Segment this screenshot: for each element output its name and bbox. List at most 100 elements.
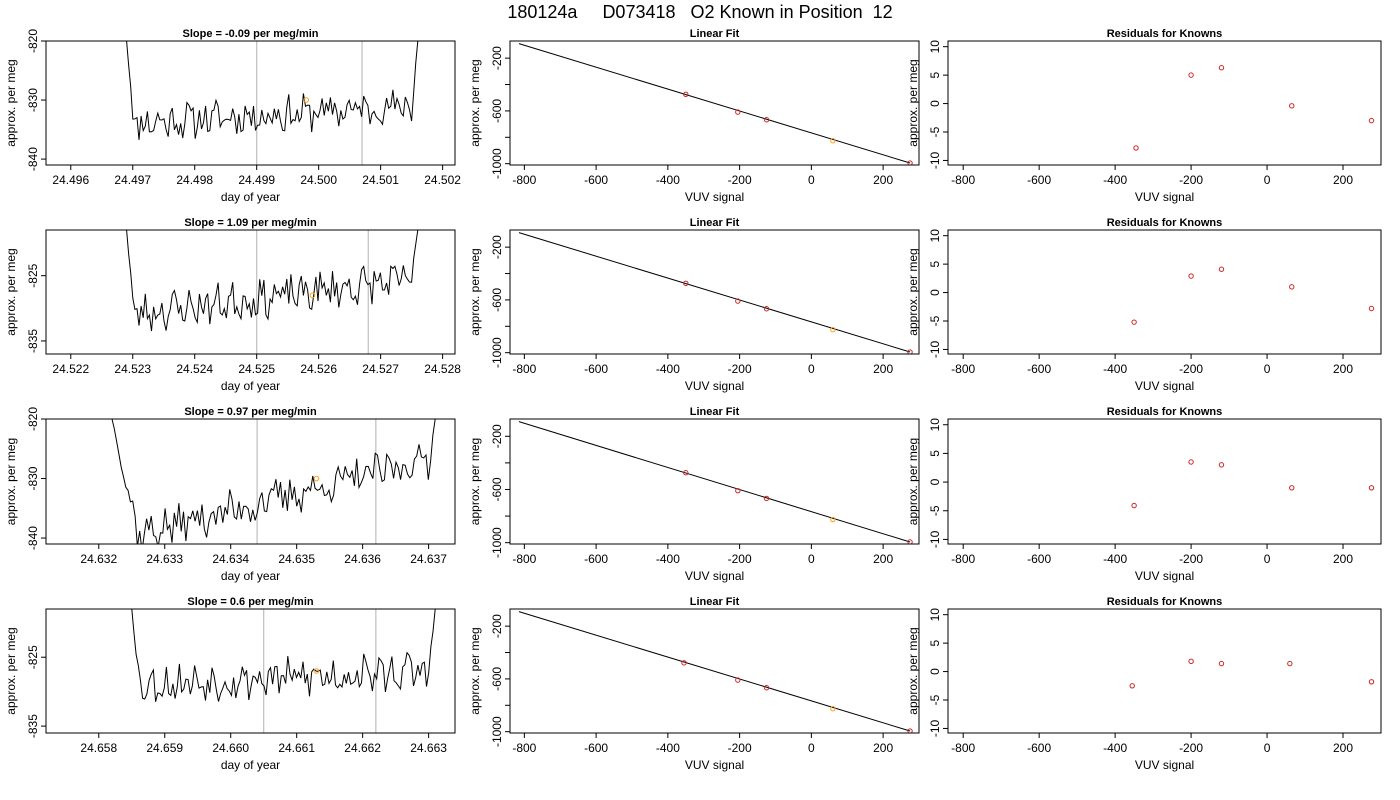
y-tick-label: -830 bbox=[26, 466, 40, 490]
x-tick-label: -600 bbox=[1027, 552, 1051, 566]
y-axis-label: approx. per meg bbox=[468, 627, 482, 714]
x-tick-label: 24.636 bbox=[344, 552, 381, 566]
x-tick-label: 0 bbox=[808, 362, 815, 376]
x-tick-label: -800 bbox=[512, 552, 536, 566]
data-point bbox=[683, 470, 689, 476]
figure-title: 180124a D073418 O2 Known in Position 12 bbox=[0, 2, 1400, 23]
y-tick-label: -830 bbox=[26, 88, 40, 112]
x-tick-label: 0 bbox=[808, 552, 815, 566]
x-tick-label: 0 bbox=[1264, 362, 1271, 376]
plot-area bbox=[131, 609, 436, 733]
x-tick-label: 24.527 bbox=[362, 362, 399, 376]
x-tick-label: 24.634 bbox=[212, 552, 249, 566]
plot-area bbox=[111, 419, 436, 544]
panel-2-1: 24.522 24.523 24.524 24.525 24.526 24.527 24.5… bbox=[4, 217, 461, 393]
x-tick-label: 24.497 bbox=[114, 173, 151, 187]
y-tick-label: -600 bbox=[490, 288, 504, 312]
y-axis-label: approx. per meg bbox=[4, 438, 18, 525]
plot-frame bbox=[947, 229, 1382, 355]
y-tick-label: -1000 bbox=[490, 148, 504, 179]
x-tick-label: -800 bbox=[951, 552, 975, 566]
data-point bbox=[735, 677, 741, 683]
x-tick-label: 0 bbox=[808, 741, 815, 755]
data-point bbox=[683, 280, 689, 286]
x-tick-label: 24.499 bbox=[238, 173, 275, 187]
plot-area bbox=[126, 41, 419, 165]
x-tick-label: 24.660 bbox=[212, 741, 249, 755]
plot-frame bbox=[509, 229, 920, 355]
x-tick-label: -400 bbox=[1103, 741, 1127, 755]
data-point bbox=[763, 685, 770, 691]
x-tick-label: 200 bbox=[873, 362, 893, 376]
y-axis-label: approx. per meg bbox=[4, 248, 18, 335]
y-tick-label: 10 bbox=[928, 229, 942, 243]
y-tick-label: -200 bbox=[490, 235, 504, 259]
y-axis-label: approx. per meg bbox=[468, 248, 482, 335]
y-axis-label: approx. per meg bbox=[906, 627, 920, 714]
panel-3-2: -800 -600 -400 -200 0 200 -1000 -600 -200 Linear … bbox=[468, 406, 920, 583]
y-tick-label: 0 bbox=[928, 289, 942, 296]
x-tick-label: 24.659 bbox=[146, 741, 183, 755]
x-tick-label: -200 bbox=[728, 362, 752, 376]
y-tick-label: -600 bbox=[490, 477, 504, 501]
plot-frame bbox=[947, 608, 1382, 734]
y-tick-label: -820 bbox=[26, 407, 40, 431]
fit-line bbox=[518, 43, 911, 164]
data-point bbox=[763, 306, 770, 312]
panel-4-3: -800 -600 -400 -200 0 200 -10 -5 0 5 10 Residuals f… bbox=[906, 596, 1382, 772]
x-tick-label: 24.662 bbox=[344, 741, 381, 755]
y-axis-label: approx. per meg bbox=[4, 627, 18, 714]
x-axis-label: day of year bbox=[221, 190, 280, 204]
panel-1-1: 24.496 24.497 24.498 24.499 24.500 24.501 24.5… bbox=[4, 28, 461, 204]
x-tick-label: -400 bbox=[656, 741, 680, 755]
x-tick-label: 24.502 bbox=[424, 173, 461, 187]
data-point bbox=[1289, 284, 1295, 290]
panel-title: Linear Fit bbox=[690, 406, 740, 418]
x-tick-label: -200 bbox=[1179, 741, 1203, 755]
x-tick-label: -400 bbox=[656, 552, 680, 566]
x-tick-label: -800 bbox=[951, 173, 975, 187]
plot-frame bbox=[509, 40, 920, 166]
data-point bbox=[681, 660, 687, 666]
y-tick-label: -5 bbox=[928, 505, 942, 516]
x-axis-label: VUV signal bbox=[1135, 569, 1194, 583]
y-axis-label: approx. per meg bbox=[468, 438, 482, 525]
data-point bbox=[1218, 65, 1225, 71]
x-tick-label: 24.522 bbox=[52, 362, 89, 376]
y-tick-label: 5 bbox=[928, 71, 942, 78]
data-point bbox=[1133, 145, 1139, 151]
x-tick-label: 24.524 bbox=[176, 362, 213, 376]
plot-frame bbox=[509, 608, 920, 734]
y-tick-label: -840 bbox=[26, 147, 40, 171]
highlight-point bbox=[313, 668, 320, 674]
x-tick-label: 24.501 bbox=[362, 173, 399, 187]
plot-area bbox=[1129, 658, 1375, 689]
series-line bbox=[111, 419, 436, 544]
highlight-point bbox=[830, 327, 836, 333]
panel-2-3: -800 -600 -400 -200 0 200 -10 -5 0 5 10 Residuals f… bbox=[906, 217, 1382, 393]
x-tick-label: 200 bbox=[1333, 741, 1353, 755]
y-tick-label: 0 bbox=[928, 100, 942, 107]
x-tick-label: -600 bbox=[584, 741, 608, 755]
data-point bbox=[1368, 305, 1375, 312]
x-tick-label: 200 bbox=[873, 552, 893, 566]
y-tick-label: -835 bbox=[26, 714, 40, 738]
data-point bbox=[1188, 459, 1194, 465]
plot-area bbox=[518, 43, 913, 165]
x-tick-label: 24.632 bbox=[80, 552, 117, 566]
x-tick-label: -400 bbox=[1103, 552, 1127, 566]
highlight-point bbox=[303, 97, 310, 103]
x-tick-label: -800 bbox=[951, 741, 975, 755]
panel-3-3: -800 -600 -400 -200 0 200 -10 -5 0 5 10 Residuals f… bbox=[906, 406, 1382, 583]
panel-2-2: -800 -600 -400 -200 0 200 -1000 -600 -200 Linear … bbox=[468, 217, 920, 393]
plot-area bbox=[518, 611, 913, 733]
plot-area bbox=[126, 230, 419, 354]
y-tick-label: 0 bbox=[928, 668, 942, 675]
x-tick-label: 0 bbox=[808, 173, 815, 187]
y-tick-label: 0 bbox=[928, 478, 942, 485]
y-tick-label: -200 bbox=[490, 46, 504, 70]
data-point bbox=[1129, 683, 1135, 689]
y-tick-label: 5 bbox=[928, 639, 942, 646]
highlight-point bbox=[309, 292, 316, 299]
data-point bbox=[907, 728, 913, 733]
